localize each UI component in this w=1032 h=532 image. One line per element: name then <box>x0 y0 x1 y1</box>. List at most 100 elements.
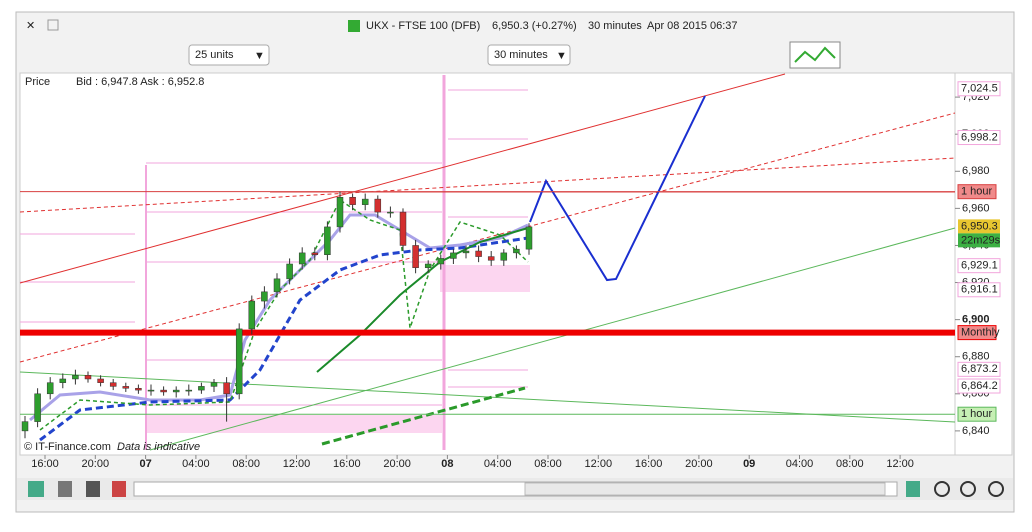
trend-line <box>19 112 956 363</box>
timeframe-value[interactable]: 30 minutes <box>494 49 548 61</box>
candle-body <box>235 328 243 395</box>
max-icon[interactable] <box>47 19 59 31</box>
candle-body <box>487 256 495 261</box>
current-price-label: 6,950.3 <box>961 220 998 232</box>
candle-body <box>185 389 193 392</box>
price-tag <box>957 282 1001 298</box>
note: Data is indicative <box>117 441 200 453</box>
x-tick-label: 16:00 <box>333 458 361 470</box>
level-tag <box>957 184 997 200</box>
candle-body <box>160 389 167 393</box>
level-label: 1 hour <box>961 408 993 420</box>
y-tick-label: 6,880 <box>962 351 990 363</box>
watermark: © IT-Finance.com <box>24 441 111 453</box>
candle-body <box>21 421 29 432</box>
level-tag <box>957 406 997 422</box>
candle-body <box>298 252 306 265</box>
zone <box>440 265 530 292</box>
trend-line <box>149 227 956 451</box>
x-tick-label: 09 <box>743 458 755 470</box>
candle-body <box>34 393 41 422</box>
price-tag-label: 6,998.2 <box>961 131 998 143</box>
candle-body <box>450 252 457 259</box>
trend-line <box>321 386 526 446</box>
y-tick-label: 6,980 <box>962 165 990 177</box>
dropdown-arrow: ▼ <box>254 50 265 62</box>
y-tick-label: 6,960 <box>962 202 990 214</box>
units-select[interactable] <box>188 44 270 66</box>
price-tag <box>957 81 1001 97</box>
price-tag <box>957 258 1001 274</box>
price-tag-label: 6,916.1 <box>961 284 998 296</box>
pivot-lines <box>20 89 528 406</box>
price-tag <box>957 130 1001 146</box>
candle-body <box>286 263 293 280</box>
strategy-icon <box>794 46 836 63</box>
quote: Bid : 6,947.8 Ask : 6,952.8 <box>76 76 204 88</box>
candle-body <box>223 382 230 395</box>
annotations <box>19 73 956 451</box>
candle-body <box>462 250 470 254</box>
candle-body <box>361 198 369 205</box>
candle-body <box>500 252 508 261</box>
candle-body <box>59 378 67 383</box>
toolbar-icons[interactable] <box>28 481 1004 497</box>
candle-body <box>311 252 319 255</box>
x-tick-label: 20:00 <box>82 458 110 470</box>
current-price-tag <box>958 219 1000 234</box>
y-tick-label: 6,840 <box>962 425 990 437</box>
close-icon[interactable]: ✕ <box>26 20 35 32</box>
candle-body <box>525 226 533 250</box>
x-tick-label: 12:00 <box>283 458 311 470</box>
x-tick-label: 04:00 <box>182 458 210 470</box>
candle-body <box>513 248 520 254</box>
level-label: Monthly <box>961 327 1000 339</box>
candle-body <box>210 382 218 387</box>
candle-body <box>172 389 180 393</box>
timeframe-select[interactable] <box>487 44 571 66</box>
candle-body <box>399 211 407 246</box>
x-tick-label: 08:00 <box>836 458 864 470</box>
candle-body <box>336 196 344 228</box>
units-value[interactable]: 25 units <box>195 49 234 61</box>
candle-body <box>374 198 382 213</box>
candle-body <box>261 291 268 302</box>
candle-body <box>135 387 142 391</box>
price-tag-label: 6,864.2 <box>961 380 998 392</box>
price-tag-label: 6,929.1 <box>961 260 998 272</box>
candle-body <box>273 278 281 293</box>
x-tick-label: 08:00 <box>232 458 260 470</box>
trend-line <box>19 157 956 213</box>
window-datetime: Apr 08 2015 06:37 <box>647 20 738 32</box>
x-tick-label: 07 <box>139 458 151 470</box>
candle-body <box>412 245 419 268</box>
moving-average <box>39 236 529 442</box>
legend-bg <box>22 74 207 90</box>
dropdown-arrow: ▼ <box>556 50 567 62</box>
scroll-thumb[interactable] <box>524 482 886 496</box>
price-tag-label: 6,873.2 <box>961 363 998 375</box>
x-tick-label: 12:00 <box>886 458 914 470</box>
x-tick-label: 16:00 <box>635 458 663 470</box>
candle-body <box>324 226 331 255</box>
candle-body <box>349 196 356 205</box>
level-tag <box>957 325 997 341</box>
zone <box>146 415 442 433</box>
x-tick-label: 20:00 <box>685 458 713 470</box>
candle-body <box>84 375 92 380</box>
candle-body <box>387 211 394 214</box>
candle-body <box>248 300 256 330</box>
candle-body <box>147 389 155 392</box>
price-tag <box>957 378 1001 394</box>
x-tick-label: 16:00 <box>31 458 59 470</box>
candle-body <box>437 258 445 265</box>
x-tick-label: 04:00 <box>484 458 512 470</box>
candle-body <box>46 382 54 395</box>
x-tick-label: 08 <box>441 458 453 470</box>
x-tick-label: 20:00 <box>383 458 411 470</box>
timer-tag <box>958 233 1000 248</box>
window-interval: 30 minutes <box>588 20 642 32</box>
price-tag <box>957 361 1001 377</box>
x-tick-label: 04:00 <box>786 458 814 470</box>
